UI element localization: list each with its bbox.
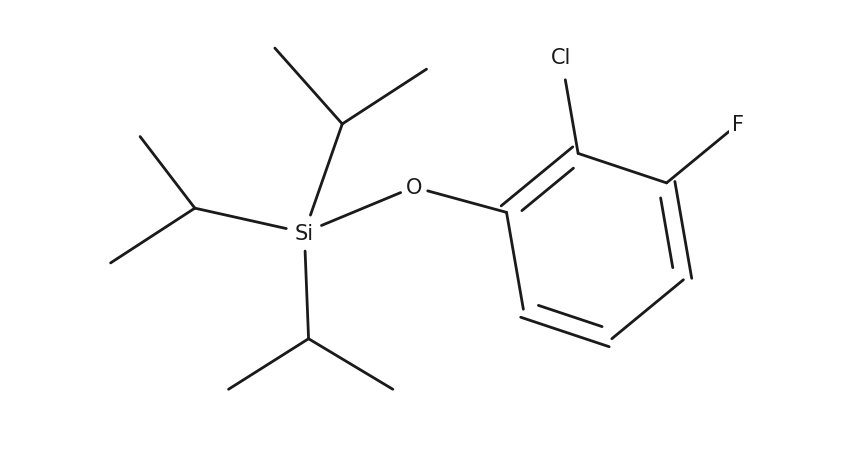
Text: Cl: Cl [550, 47, 571, 67]
Text: F: F [731, 115, 743, 134]
Text: O: O [406, 178, 422, 198]
Text: Si: Si [295, 223, 314, 243]
